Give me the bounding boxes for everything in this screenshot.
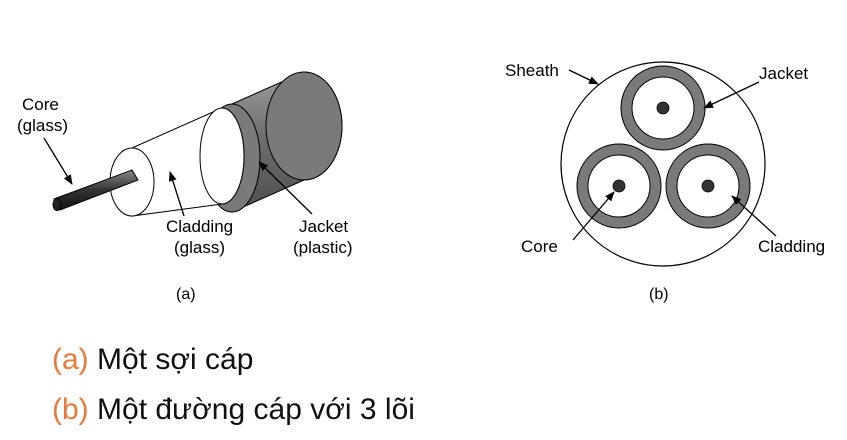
jacket-arrow xyxy=(258,161,313,215)
core-rod xyxy=(52,169,139,211)
bullet-b: (b) Một đường cáp với 3 lõi xyxy=(52,393,415,427)
jacket-label-line2: (plastic) xyxy=(293,238,353,257)
figure-a-single-fiber: Core (glass) Cladding (glass) Jacket (pl… xyxy=(17,71,353,303)
fiber-right xyxy=(665,143,751,229)
cladding-label-b: Cladding xyxy=(758,237,825,256)
core-label-line1: Core xyxy=(22,95,59,114)
bullet-a-text: Một sợi cáp xyxy=(97,343,254,376)
bullet-b-text: Một đường cáp với 3 lõi xyxy=(97,393,415,426)
cladding-label-line2: (glass) xyxy=(174,238,225,257)
cladding-label-line1: Cladding xyxy=(166,217,233,236)
figure-a-caption: (a) xyxy=(176,286,196,303)
jacket-arrow-b xyxy=(703,81,760,109)
bullet-b-marker: (b) xyxy=(52,393,89,426)
cladding-arrow xyxy=(168,171,185,217)
figure-b-three-core-cable: Sheath Jacket Core Cladding (b) xyxy=(505,61,825,303)
sheath-label: Sheath xyxy=(505,61,559,80)
jacket-label: Jacket xyxy=(759,64,808,83)
cladding-arrow-b xyxy=(731,195,777,237)
figure-b-caption: (b) xyxy=(649,286,669,303)
fiber-optic-figure: Core (glass) Cladding (glass) Jacket (pl… xyxy=(17,61,825,303)
cladding-cylinder xyxy=(109,107,245,217)
bullet-a: (a) Một sợi cáp xyxy=(52,343,253,377)
fiber-left xyxy=(576,143,662,229)
fiber-top xyxy=(620,65,706,151)
sheath-arrow xyxy=(568,69,599,85)
core-label-line2: (glass) xyxy=(17,116,68,135)
bullet-a-marker: (a) xyxy=(52,343,89,376)
core-label-b: Core xyxy=(521,237,558,256)
core-arrow xyxy=(43,137,73,185)
jacket-label-line1: Jacket xyxy=(299,217,348,236)
core-arrow-b xyxy=(572,191,615,241)
